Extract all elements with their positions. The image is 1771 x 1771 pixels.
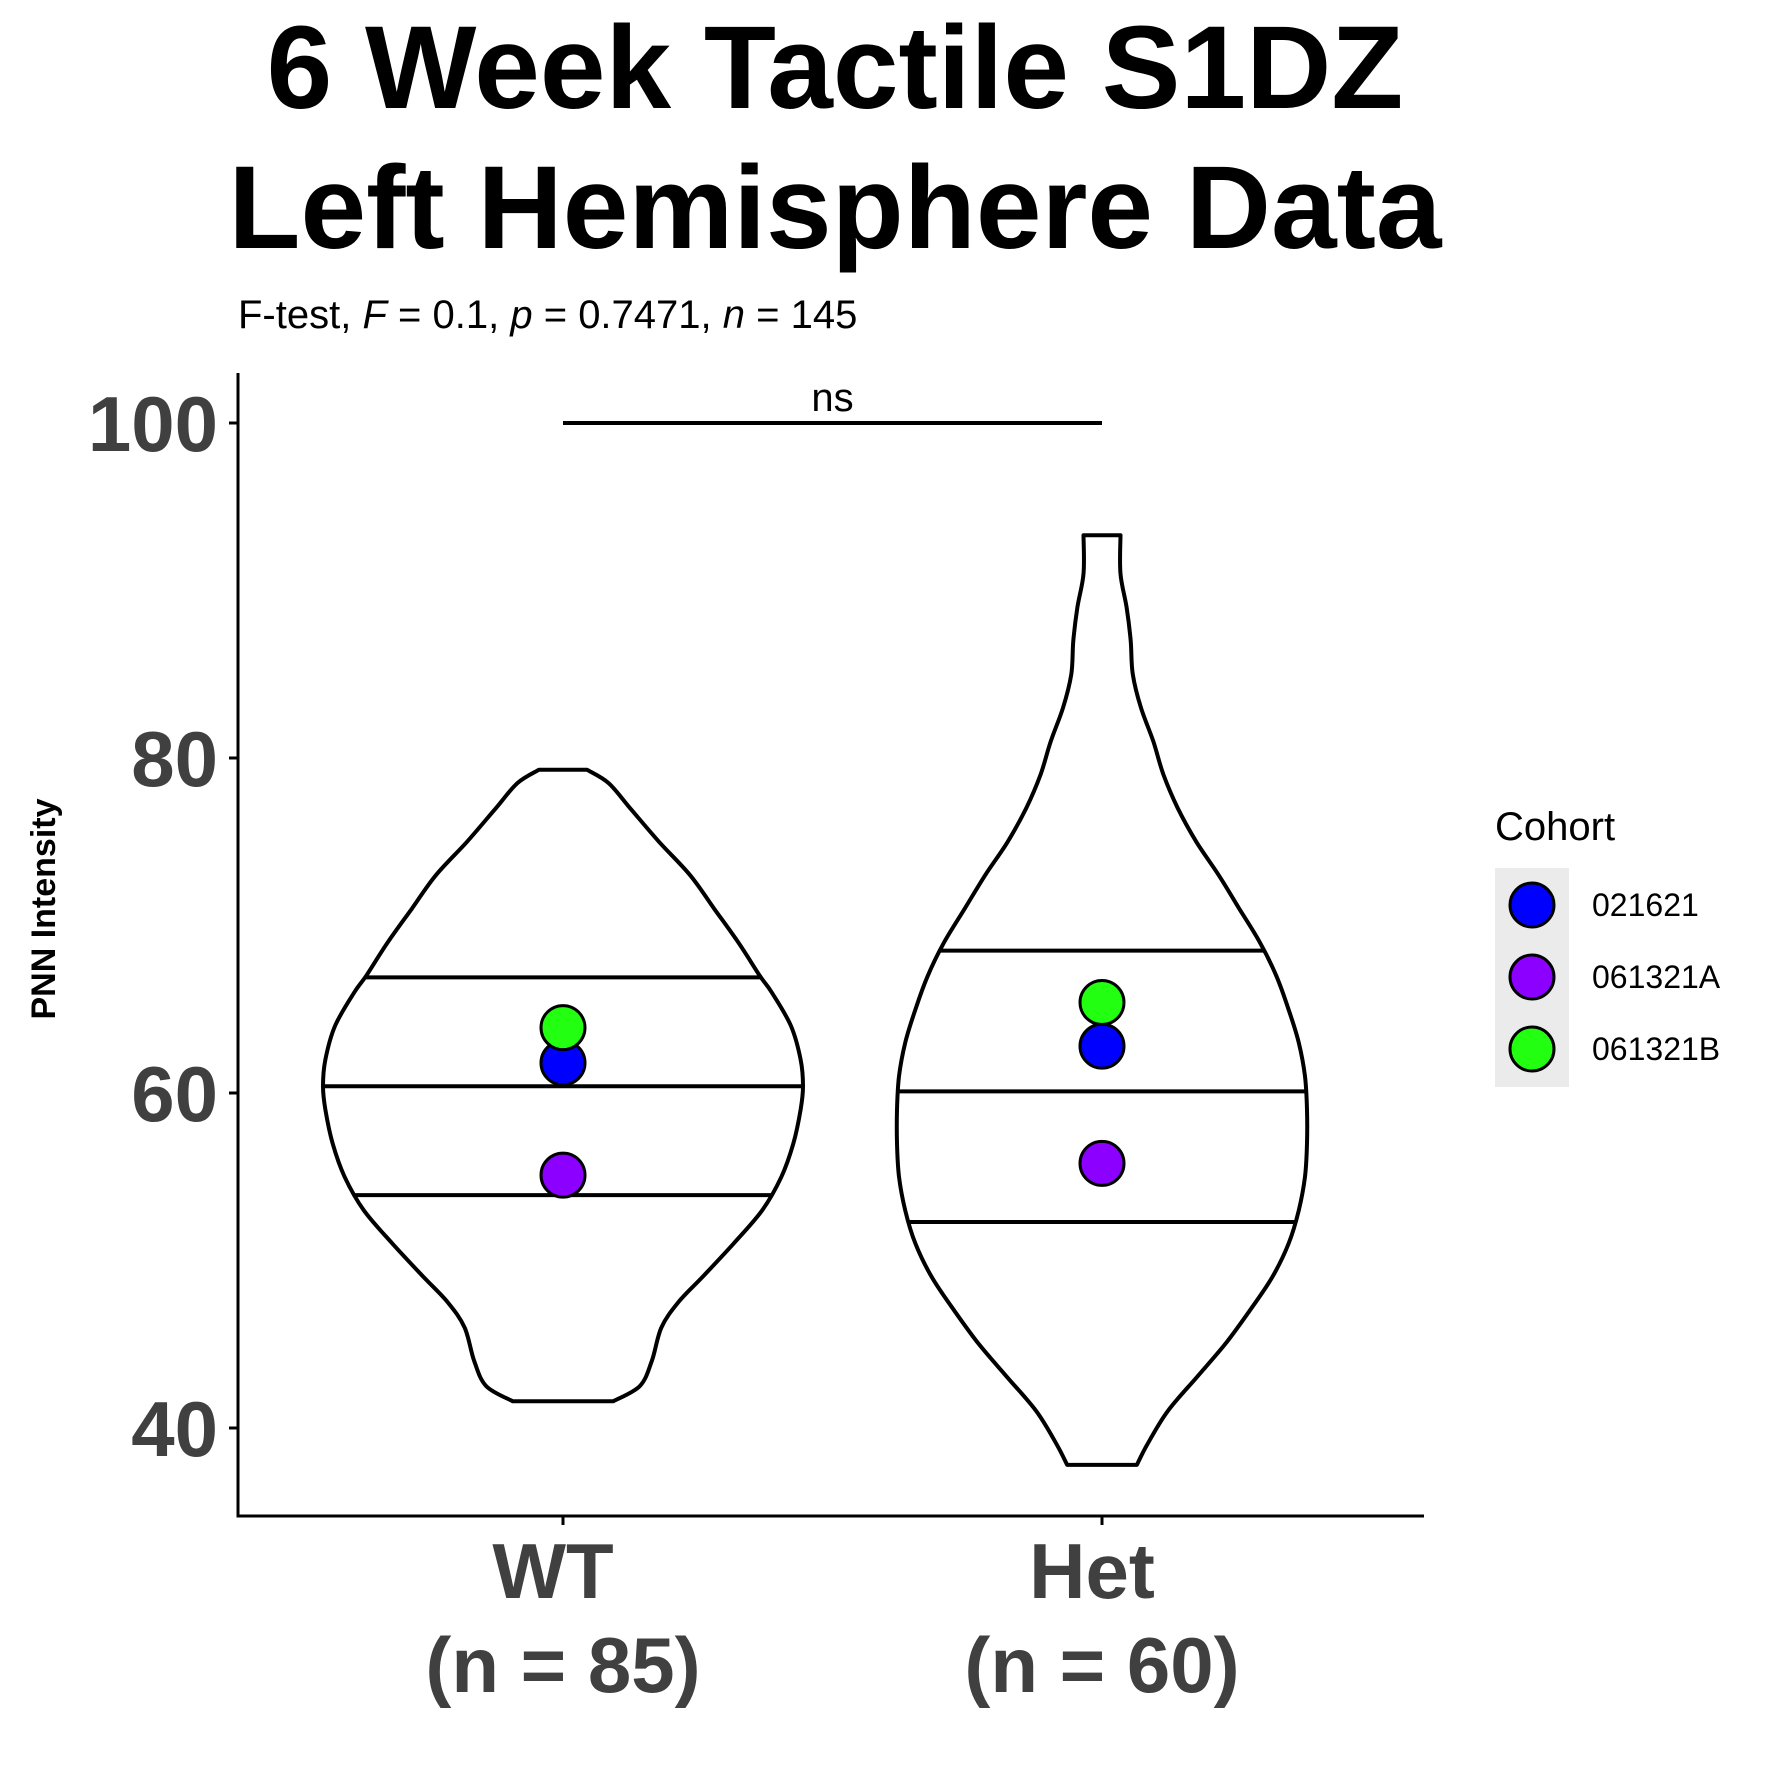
point-wt-061321B [539,1004,587,1052]
significance-bracket: ns [563,376,1102,425]
y-axis-label: PNN Intensity [25,798,63,1019]
x-tick-sublabel: (n = 60) [964,1621,1239,1709]
legend-title: Cohort [1495,805,1615,849]
y-tick-label: 100 [88,380,218,468]
chart-subtitle: F-test, F = 0.1, p = 0.7471, n = 145 [238,293,857,337]
violin-wt [321,767,805,1404]
chart-title-line-1: 6 Week Tactile S1DZ [267,2,1404,134]
points-layer [539,979,1126,1199]
y-tick-label: 60 [131,1050,218,1138]
point-het-061321B [1078,979,1126,1027]
legend-label: 061321A [1592,959,1721,995]
point-wt-061321A [539,1151,587,1199]
point-het-021621 [1078,1022,1126,1070]
legend-label: 061321B [1592,1031,1720,1067]
chart-title-line-2: Left Hemisphere Data [228,142,1443,274]
point-het-061321A [1078,1139,1126,1187]
x-tick-label: Het [1029,1527,1155,1615]
legend-label: 021621 [1592,887,1699,923]
y-tick-label: 40 [131,1385,218,1473]
violin-het [894,533,1310,1467]
x-tick-sublabel: (n = 85) [425,1621,700,1709]
violins-layer [321,533,1310,1467]
y-axis-ticks: 40 60 80 100 [88,380,238,1473]
x-tick-label: WT [492,1527,613,1615]
legend-key-061321B [1508,1025,1556,1073]
legend-items: 021621 061321A 061321B [1508,881,1721,1073]
significance-label: ns [811,376,853,420]
legend-key-061321A [1508,953,1556,1001]
legend: Cohort 021621 061321A 061321B [1495,805,1721,1087]
y-tick-label: 80 [131,715,218,803]
legend-key-021621 [1508,881,1556,929]
x-axis-ticks: WT(n = 85) Het(n = 60) [425,1516,1240,1709]
